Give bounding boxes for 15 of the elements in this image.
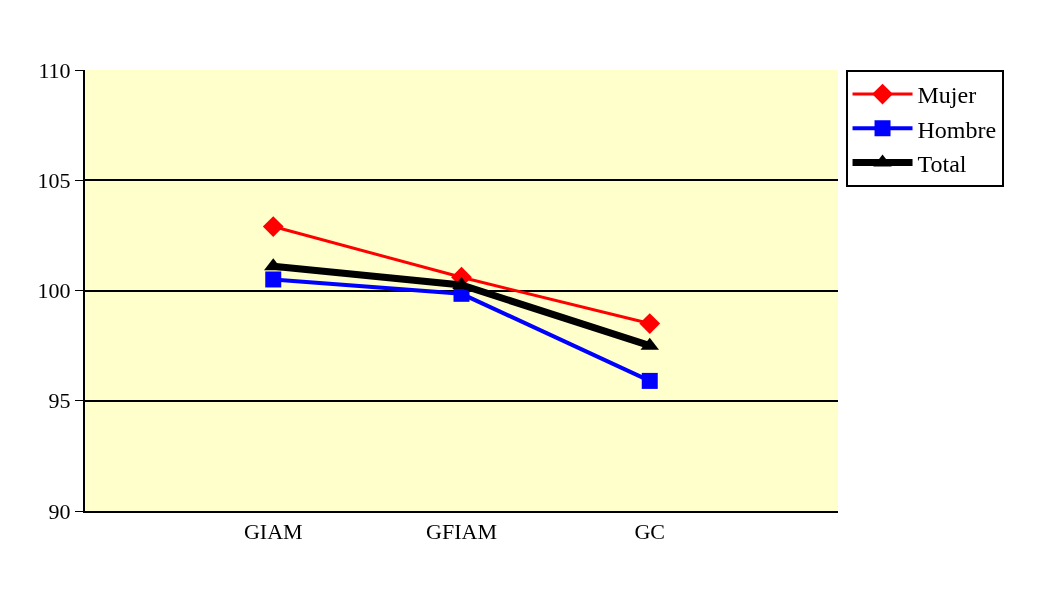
x-tick-label: GFIAM [426,519,497,545]
point [265,271,282,288]
y-tick-label: 95 [48,388,71,414]
y-tick-label: 100 [37,278,71,304]
legend-label: Total [917,150,967,177]
y-tick-label: 105 [37,167,71,193]
legend-label: Mujer [917,82,977,109]
point [641,372,658,389]
point [639,313,661,334]
x-tick-label: GIAM [243,519,303,545]
y-tick-label: 90 [48,498,71,524]
point [262,216,284,237]
y-tick-label: 110 [38,57,71,83]
legend-label: Hombre [917,116,997,143]
x-tick-label: GC [634,519,666,545]
